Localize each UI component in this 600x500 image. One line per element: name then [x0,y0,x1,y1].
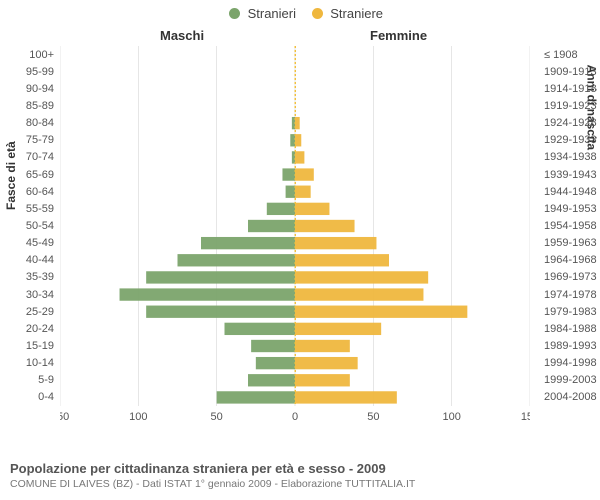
ytick-birth: 1929-1933 [544,135,597,146]
bar-m-20-24 [225,323,296,335]
ytick-birth: 1944-1948 [544,187,597,198]
ytick-age: 0-4 [38,392,54,403]
ytick-age: 70-74 [26,152,54,163]
bar-m-65-69 [282,168,295,180]
footer-title: Popolazione per cittadinanza straniera p… [10,461,590,476]
bar-f-15-19 [295,340,350,352]
ytick-birth: 1984-1988 [544,324,597,335]
ytick-birth: 1964-1968 [544,255,597,266]
ytick-age: 95-99 [26,67,54,78]
footer-subtitle: COMUNE DI LAIVES (BZ) - Dati ISTAT 1° ge… [10,478,590,490]
bar-f-30-34 [295,288,423,300]
y-axis-label-left: Fasce di età [4,141,18,210]
bar-m-40-44 [178,254,296,266]
ytick-age: 65-69 [26,170,54,181]
ytick-birth: 1914-1918 [544,84,597,95]
ytick-age: 35-39 [26,272,54,283]
bar-f-55-59 [295,203,329,215]
ytick-birth: 1979-1983 [544,307,597,318]
bar-f-75-79 [295,134,301,146]
bar-f-60-64 [295,186,311,198]
ytick-age: 45-49 [26,238,54,249]
legend-label-m: Stranieri [248,6,296,21]
ytick-age: 20-24 [26,324,54,335]
bar-f-20-24 [295,323,381,335]
bar-f-10-14 [295,357,358,369]
bar-m-55-59 [267,203,295,215]
col-header-femmine: Femmine [370,28,427,43]
footer: Popolazione per cittadinanza straniera p… [10,461,590,490]
svg-text:150: 150 [60,411,69,423]
col-header-maschi: Maschi [160,28,204,43]
ytick-birth: 1999-2003 [544,375,597,386]
svg-text:50: 50 [211,411,223,423]
bar-f-45-49 [295,237,376,249]
bar-f-5-9 [295,374,350,386]
bar-m-15-19 [251,340,295,352]
ytick-birth: 1959-1963 [544,238,597,249]
bar-f-0-4 [295,391,397,403]
bar-m-0-4 [217,391,295,403]
pyramid-chart: 150 100 50 0 50 100 150 [60,46,530,436]
legend-swatch-m [229,8,240,19]
bars [120,117,468,404]
svg-text:0: 0 [292,411,298,423]
bar-f-70-74 [295,151,304,163]
ytick-birth: 1939-1943 [544,170,597,181]
ytick-birth: 1994-1998 [544,358,597,369]
svg-text:50: 50 [367,411,379,423]
bar-f-35-39 [295,271,428,283]
ytick-age: 40-44 [26,255,54,266]
svg-text:100: 100 [129,411,147,423]
ytick-age: 50-54 [26,221,54,232]
ytick-birth: 1989-1993 [544,341,597,352]
bar-m-60-64 [286,186,295,198]
legend-label-f: Straniere [330,6,383,21]
ytick-birth: 1954-1958 [544,221,597,232]
ytick-birth: 1949-1953 [544,204,597,215]
ytick-birth: 2004-2008 [544,392,597,403]
legend-swatch-f [312,8,323,19]
bar-f-50-54 [295,220,355,232]
ytick-birth: 1974-1978 [544,290,597,301]
legend: Stranieri Straniere [0,6,600,21]
ytick-birth: 1934-1938 [544,152,597,163]
ytick-birth: 1919-1923 [544,101,597,112]
ytick-birth: 1969-1973 [544,272,597,283]
ytick-age: 10-14 [26,358,54,369]
ytick-age: 25-29 [26,307,54,318]
bar-m-25-29 [146,306,295,318]
ytick-birth: 1924-1928 [544,118,597,129]
x-axis-ticks: 150 100 50 0 50 100 150 [60,411,530,423]
bar-m-50-54 [248,220,295,232]
bar-f-25-29 [295,306,467,318]
bar-m-45-49 [201,237,295,249]
bar-f-65-69 [295,168,314,180]
svg-text:150: 150 [521,411,530,423]
bar-m-30-34 [120,288,295,300]
ytick-age: 5-9 [38,375,54,386]
ytick-age: 75-79 [26,135,54,146]
ytick-age: 15-19 [26,341,54,352]
bar-f-40-44 [295,254,389,266]
ytick-age: 80-84 [26,118,54,129]
bar-m-10-14 [256,357,295,369]
ytick-birth: ≤ 1908 [544,50,578,61]
bar-m-5-9 [248,374,295,386]
ytick-age: 30-34 [26,290,54,301]
ytick-birth: 1909-1913 [544,67,597,78]
bar-m-35-39 [146,271,295,283]
ytick-age: 85-89 [26,101,54,112]
ytick-age: 60-64 [26,187,54,198]
svg-text:100: 100 [442,411,460,423]
ytick-age: 100+ [29,50,54,61]
bar-m-70-74 [292,151,295,163]
ytick-age: 90-94 [26,84,54,95]
ytick-age: 55-59 [26,204,54,215]
